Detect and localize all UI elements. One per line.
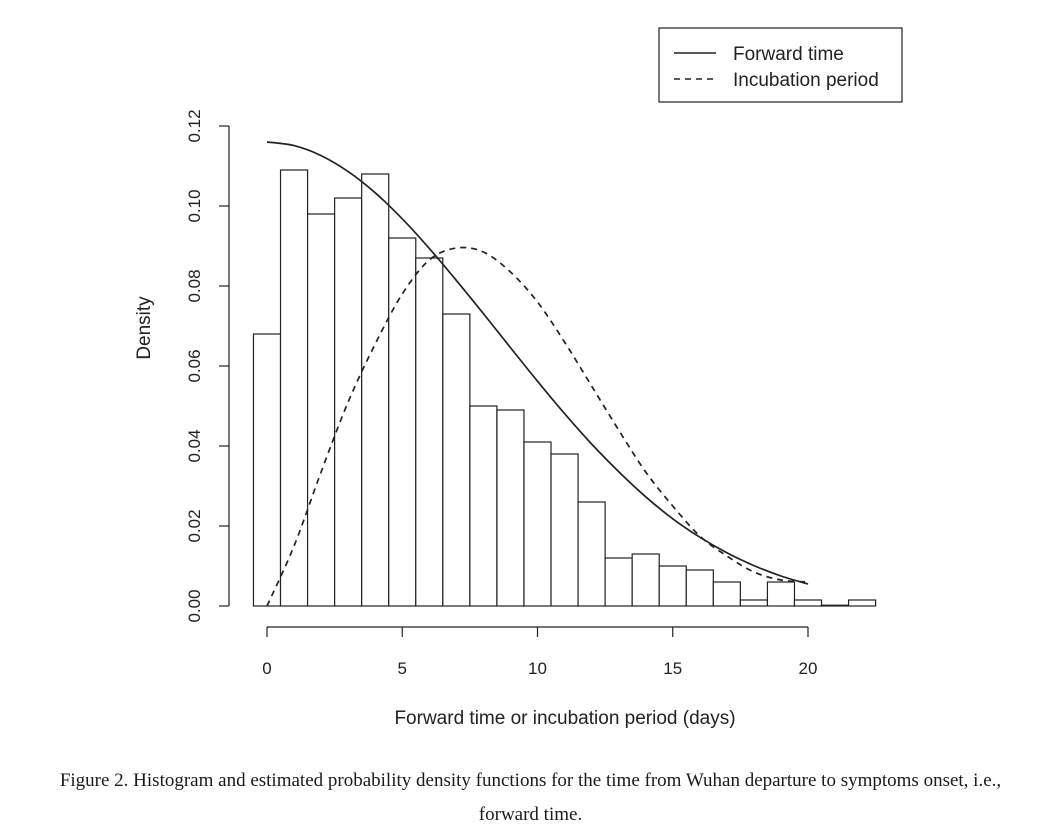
y-tick-label: 0.08 [185, 269, 204, 302]
figure-caption: Figure 2. Histogram and estimated probab… [10, 764, 1051, 832]
density-histogram-chart: 0 5 10 15 20 0.00 0.02 0.04 0.06 0.08 0.10 0.12 Fo… [134, 27, 903, 729]
density-curves [266, 141, 809, 607]
y-tick-label: 0.12 [185, 109, 204, 142]
histogram-bar [631, 553, 660, 607]
y-axis-label: Density [134, 296, 155, 360]
histogram-bar [334, 197, 363, 607]
histogram-bar [415, 257, 444, 607]
x-tick-label: 15 [663, 659, 682, 678]
x-tick-label: 20 [799, 659, 818, 678]
caption-line-2: forward time. [478, 804, 583, 825]
histogram-bar [279, 169, 309, 607]
legend-entry-incubation-period: Incubation period [733, 70, 879, 91]
histogram-bar [550, 453, 579, 607]
histogram-bar [577, 501, 606, 607]
incubation-period-curve [266, 246, 809, 607]
y-tick-label: 0.06 [185, 349, 204, 382]
histogram-bar [793, 599, 823, 607]
histogram-bar [361, 173, 390, 607]
x-axis-label: Forward time or incubation period (days) [394, 708, 735, 729]
histogram-bar [847, 599, 877, 607]
histogram-bar [252, 333, 282, 607]
histogram-bar [766, 581, 796, 607]
histogram-bar [496, 409, 525, 607]
x-axis: 0 5 10 15 20 [262, 626, 818, 678]
y-tick-label: 0.02 [185, 509, 204, 542]
legend-entry-forward-time: Forward time [733, 44, 844, 65]
histogram-bar [604, 557, 633, 607]
histogram-bar [739, 599, 769, 607]
histogram-bar [685, 569, 714, 607]
histogram-bar [442, 313, 471, 607]
y-tick-label: 0.10 [185, 189, 204, 222]
histogram-bar [712, 581, 741, 607]
x-tick-label: 5 [398, 659, 407, 678]
histogram-bar [306, 213, 336, 607]
x-tick-label: 0 [262, 659, 271, 678]
forward-time-curve [266, 141, 809, 585]
y-axis: 0.00 0.02 0.04 0.06 0.08 0.10 0.12 [185, 109, 230, 623]
histogram-bar [820, 604, 850, 607]
y-tick-label: 0.00 [185, 589, 204, 622]
histogram-bar [658, 565, 687, 607]
y-tick-label: 0.04 [185, 429, 204, 462]
histogram-bar [469, 405, 498, 607]
legend-box [658, 27, 903, 103]
caption-line-1: Figure 2. Histogram and estimated probab… [59, 770, 1002, 791]
legend: Forward time Incubation period [658, 27, 903, 103]
x-tick-label: 10 [528, 659, 547, 678]
histogram-bars [252, 169, 877, 607]
histogram-bar [523, 441, 552, 607]
histogram-bar [388, 237, 417, 607]
